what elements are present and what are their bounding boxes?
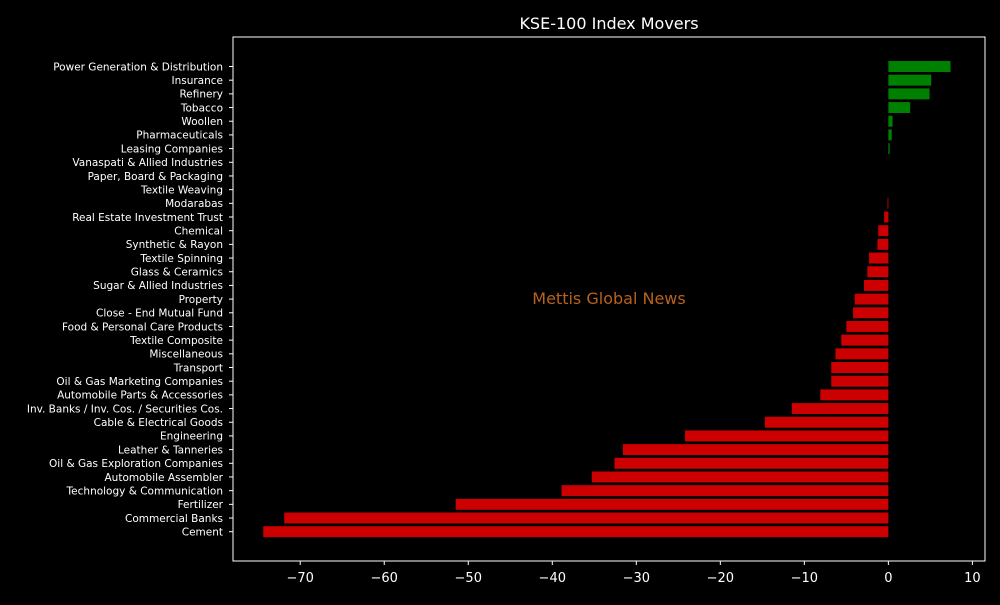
category-label: Automobile Parts & Accessories	[57, 390, 223, 402]
bar	[591, 471, 889, 483]
x-tick-label: −30	[623, 571, 650, 586]
category-label: Miscellaneous	[149, 349, 223, 361]
bar	[888, 88, 930, 100]
x-axis-ticks: −70 −60 −50 −40 −30 −20 −10 0 10	[287, 561, 981, 586]
x-tick-label: −70	[287, 571, 314, 586]
bar	[888, 61, 951, 72]
bar	[888, 102, 911, 114]
bar	[867, 266, 889, 278]
category-label: Commercial Banks	[125, 513, 223, 525]
chart-title: KSE-100 Index Movers	[519, 14, 698, 33]
bar	[841, 334, 889, 346]
x-tick-label: −10	[791, 571, 818, 586]
bar	[820, 389, 889, 401]
bar	[878, 225, 889, 237]
x-tick-label: 10	[964, 571, 981, 586]
bar	[846, 320, 889, 332]
category-label: Oil & Gas Exploration Companies	[49, 458, 223, 470]
category-label: Cement	[182, 527, 223, 539]
category-label: Paper, Board & Packaging	[88, 171, 223, 183]
x-tick-label: −20	[707, 571, 734, 586]
category-label: Food & Personal Care Products	[62, 321, 223, 333]
category-label: Synthetic & Rayon	[126, 239, 223, 251]
category-label: Cable & Electrical Goods	[94, 417, 223, 429]
x-tick-label: 0	[884, 571, 892, 586]
category-label: Tobacco	[180, 102, 223, 114]
category-label: Fertilizer	[178, 499, 224, 511]
category-label: Glass & Ceramics	[131, 267, 223, 279]
category-label: Chemical	[174, 225, 223, 237]
bar	[622, 444, 889, 456]
category-label: Real Estate Investment Trust	[72, 212, 223, 224]
category-label: Oil & Gas Marketing Companies	[56, 376, 223, 388]
bar	[614, 457, 889, 469]
category-label: Engineering	[160, 431, 223, 443]
category-label: Vanaspati & Allied Industries	[72, 157, 223, 169]
category-label: Pharmaceuticals	[136, 130, 223, 142]
category-label: Refinery	[179, 89, 223, 101]
bar	[877, 238, 889, 250]
category-label: Transport	[173, 362, 223, 374]
category-label: Leasing Companies	[121, 143, 223, 155]
bar	[561, 485, 889, 497]
category-label: Insurance	[171, 75, 223, 87]
bar	[869, 252, 889, 264]
category-label: Textile Spinning	[139, 253, 223, 265]
plot-frame	[232, 36, 986, 562]
x-tick-label: −40	[539, 571, 566, 586]
x-tick-label: −60	[371, 571, 398, 586]
bar	[887, 197, 889, 209]
bar	[835, 348, 889, 360]
bar	[284, 512, 889, 524]
watermark-text: Mettis Global News	[532, 289, 685, 308]
category-label: Modarabas	[165, 198, 223, 210]
bar	[263, 526, 889, 538]
bar	[864, 279, 889, 291]
category-label: Power Generation & Distribution	[53, 61, 223, 73]
bar	[685, 430, 889, 442]
x-tick-label: −50	[455, 571, 482, 586]
category-labels: Power Generation & Distribution Insurance…	[27, 61, 233, 539]
category-label: Textile Composite	[129, 335, 223, 347]
category-label: Sugar & Allied Industries	[93, 280, 223, 292]
bar	[455, 498, 889, 510]
bar	[884, 211, 889, 223]
bar	[831, 375, 889, 387]
category-label: Woollen	[181, 116, 223, 128]
bar	[854, 293, 889, 305]
category-label: Close - End Mutual Fund	[96, 308, 223, 320]
bar	[853, 307, 889, 319]
bar	[831, 362, 889, 373]
bar	[791, 403, 889, 415]
bar	[888, 115, 893, 127]
category-label: Property	[179, 294, 223, 306]
bar	[888, 129, 892, 141]
category-label: Inv. Banks / Inv. Cos. / Securities Cos.	[27, 403, 223, 415]
bars-layer	[263, 61, 951, 538]
category-label: Textile Weaving	[140, 184, 223, 196]
category-label: Automobile Assembler	[105, 472, 224, 484]
bar	[764, 416, 889, 428]
category-label: Technology & Communication	[66, 485, 223, 497]
bar	[888, 74, 932, 86]
bar	[888, 143, 890, 155]
category-label: Leather & Tanneries	[118, 444, 223, 456]
